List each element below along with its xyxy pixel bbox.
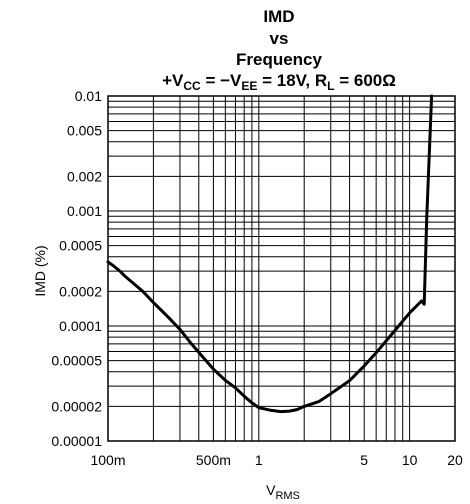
y-axis-label: IMD (%) [32,245,48,296]
condition-ohms: = 600Ω [335,71,396,90]
y-tick-label: 0.002 [67,168,102,184]
chart-condition-line: +VCC = −VEE = 18V, RL = 600Ω [162,71,396,93]
plot-border [107,95,456,442]
chart-title-line-3: Frequency [236,50,323,69]
x-tick-label: 500m [196,452,231,468]
y-tick-labels: 0.01 0.005 0.002 0.001 0.0005 0.0002 0.0001 0.0… [51,88,102,449]
condition-vee: = −V [201,71,242,90]
series-group [106,94,434,414]
x-tick-labels: 100m 500m 1 5 10 20 [90,452,463,468]
chart-grid [108,96,455,441]
y-tick-label: 0.001 [67,203,102,219]
condition-rl: = 18V, R [257,71,327,90]
x-axis-label-main: V [266,482,276,498]
y-tick-label: 0.005 [67,123,102,139]
condition-l-subscript: L [327,79,334,93]
y-tick-label: 0.00001 [51,433,102,449]
y-tick-label: 0.00005 [51,353,102,369]
condition-ee-subscript: EE [241,79,257,93]
chart-title-line-2: vs [270,29,289,48]
x-tick-label: 5 [360,452,368,468]
x-axis-label-subscript: RMS [275,490,299,502]
condition-cc-subscript: CC [183,79,201,93]
y-tick-label: 0.00002 [51,398,102,414]
plot-frame [107,95,456,442]
y-tick-label: 0.0001 [59,318,102,334]
y-tick-label: 0.0002 [59,283,102,299]
x-tick-label: 1 [255,452,263,468]
y-tick-label: 0.0005 [59,238,102,254]
x-tick-label: 100m [90,452,125,468]
condition-vcc: +V [162,71,184,90]
y-tick-label: 0.01 [75,88,102,104]
chart-title-line-1: IMD [263,7,294,26]
x-tick-label: 10 [402,452,418,468]
imd-curve-1 [106,94,434,414]
x-axis-label: VRMS [266,482,300,502]
x-tick-label: 20 [447,452,463,468]
